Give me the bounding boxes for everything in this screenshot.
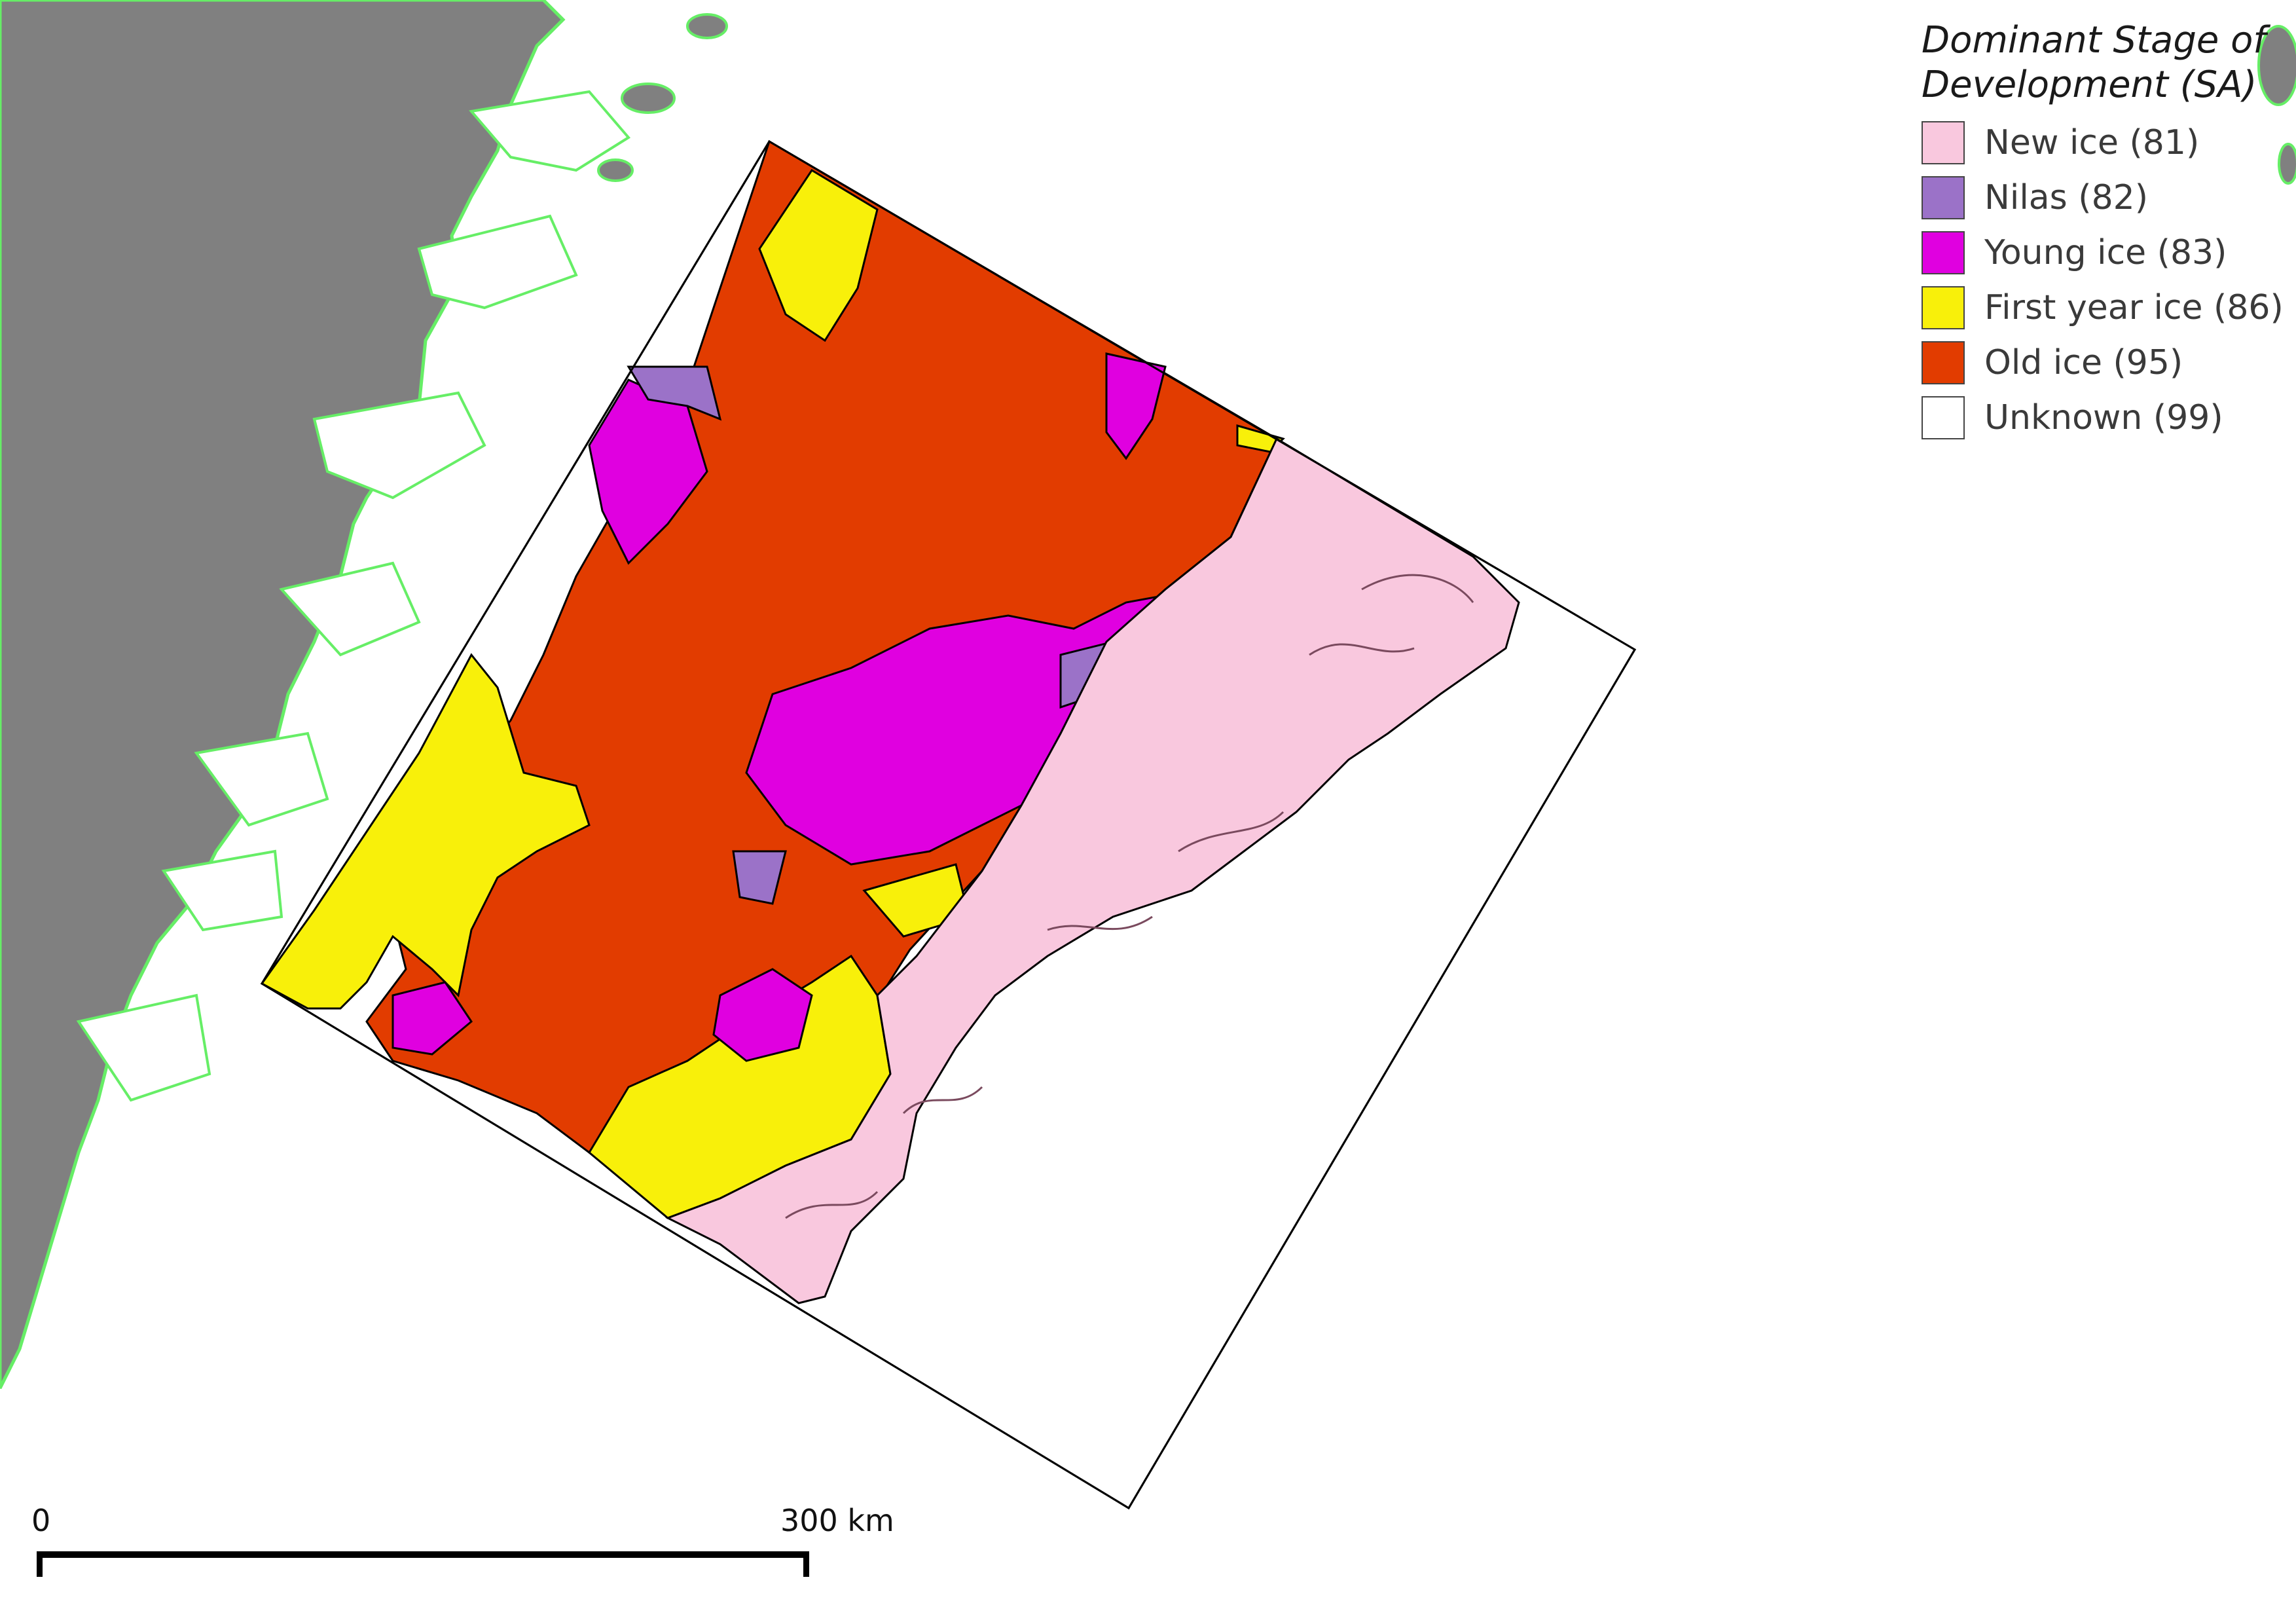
legend-item-nilas: Nilas (82) xyxy=(1922,170,2288,225)
scale-start-label: 0 xyxy=(31,1503,51,1538)
legend-label: First year ice (86) xyxy=(1984,288,2284,327)
young-ice-ne xyxy=(1105,352,1167,460)
legend-item-new-ice: New ice (81) xyxy=(1922,115,2288,170)
ice-region xyxy=(260,139,1637,1510)
young-ice-swatch xyxy=(1922,231,1965,274)
first-year-ice-nw xyxy=(758,168,879,342)
legend-label: Nilas (82) xyxy=(1984,178,2149,217)
legend-title: Dominant Stage of Development (SA) xyxy=(1922,18,2288,107)
unknown-swatch xyxy=(1922,396,1965,439)
legend-title-line2: Development (SA) xyxy=(1922,64,2257,106)
first-year-ice-w xyxy=(260,653,591,1010)
legend-item-old-ice: Old ice (95) xyxy=(1922,335,2288,390)
nilas-nw xyxy=(627,365,722,421)
legend: Dominant Stage of Development (SA) New i… xyxy=(1922,18,2288,445)
legend-item-young-ice: Young ice (83) xyxy=(1922,225,2288,280)
scale-bar xyxy=(37,1551,809,1577)
nilas-swatch xyxy=(1922,176,1965,219)
legend-item-first-year-ice: First year ice (86) xyxy=(1922,280,2288,335)
new-ice-area xyxy=(665,437,1520,1304)
new-ice-swatch xyxy=(1922,121,1965,164)
legend-label: New ice (81) xyxy=(1984,123,2200,162)
land-mass xyxy=(0,0,566,1390)
islands xyxy=(597,13,2296,185)
young-ice-south xyxy=(712,968,813,1062)
new-ice-contours xyxy=(785,574,1474,1219)
legend-label: Young ice (83) xyxy=(1984,233,2227,272)
first-year-ice-swatch xyxy=(1922,286,1965,329)
legend-title-line1: Dominant Stage of xyxy=(1922,19,2267,62)
young-ice-sw xyxy=(392,981,473,1056)
legend-label: Old ice (95) xyxy=(1984,343,2183,382)
nilas-center xyxy=(732,850,787,905)
legend-item-unknown: Unknown (99) xyxy=(1922,390,2288,445)
legend-label: Unknown (99) xyxy=(1984,398,2223,437)
old-ice-swatch xyxy=(1922,341,1965,384)
scale-end-label: 300 km xyxy=(780,1503,894,1538)
fjord-inlets xyxy=(76,90,631,1102)
chart-boundary-outline xyxy=(260,139,1637,1510)
young-ice-nw xyxy=(588,378,708,565)
